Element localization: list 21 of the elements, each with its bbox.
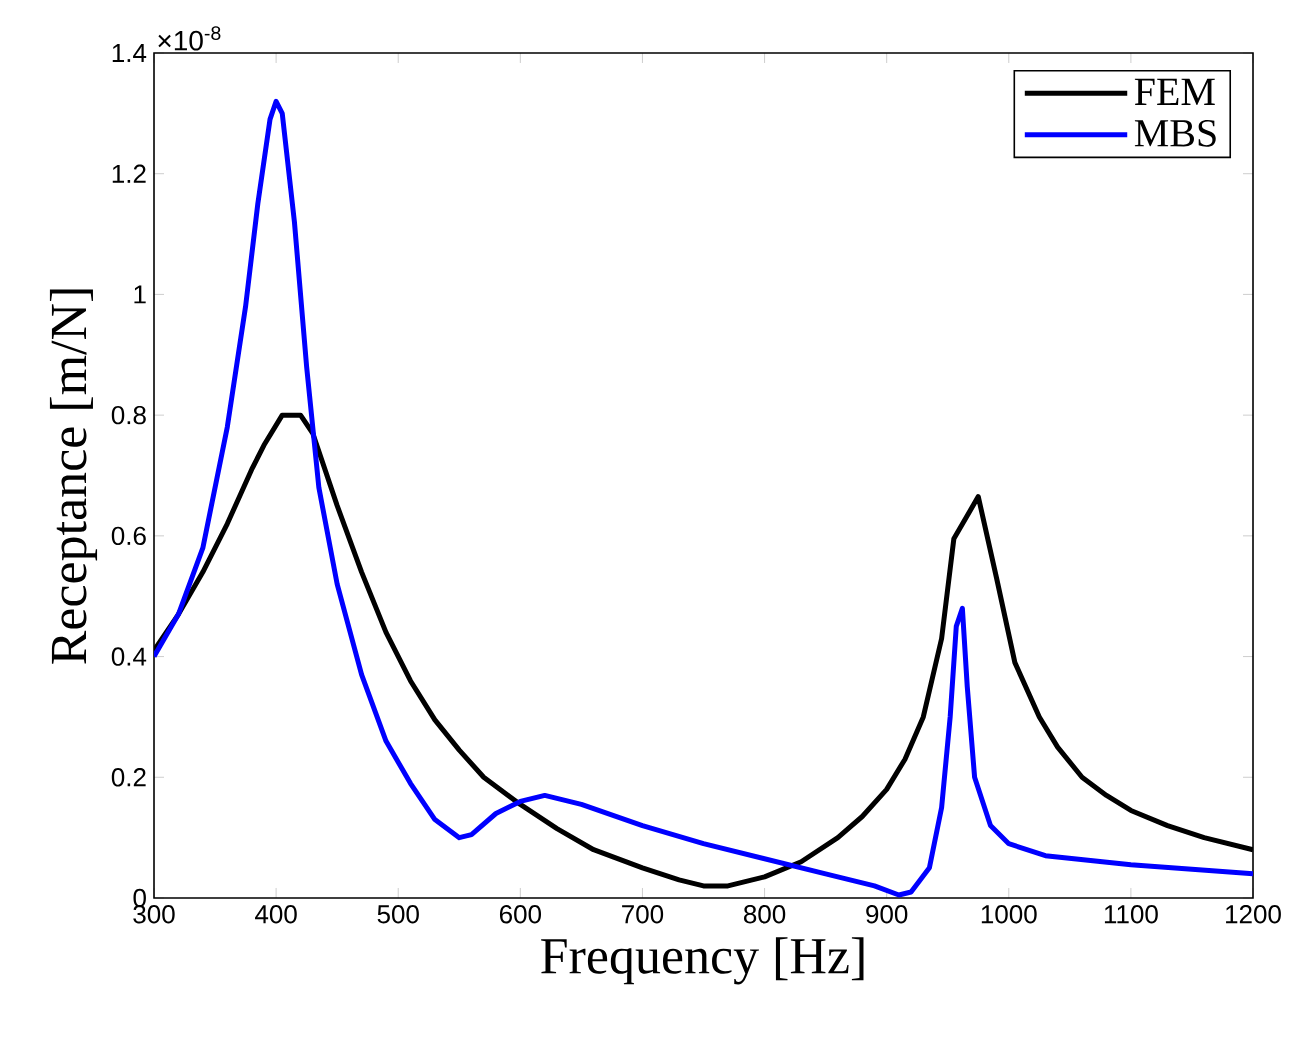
y-tick-label: 1.2 (112, 164, 146, 183)
x-tick-label: 500 (377, 905, 419, 924)
legend-label: MBS (1134, 119, 1216, 147)
y-tick-label: 0.2 (111, 768, 146, 787)
x-tick-label: 1000 (981, 905, 1037, 924)
x-tick-label: 800 (744, 905, 786, 924)
text: ×10$^{-8}$ (158, 26, 221, 51)
y-axis-title: Receptance [m/N] (49, 289, 98, 664)
x-tick-label: 1200 (1226, 905, 1281, 924)
y-tick-label: 0.6 (111, 526, 146, 546)
x-tick-label: 1100 (1104, 905, 1158, 924)
x-tick-label: 400 (255, 905, 297, 924)
x-tick-label: 700 (622, 905, 664, 924)
x-axis-title: Frequency [Hz] (541, 937, 864, 985)
x-tick-label: 600 (499, 905, 542, 924)
y-tick-label: 0.8 (111, 405, 146, 425)
legend-label: FEM (1134, 78, 1215, 105)
y-tick-label: 1 (134, 285, 146, 304)
x-tick-label: 900 (866, 905, 908, 924)
y-tick-label: 0.4 (111, 647, 147, 666)
y-tick-label: 1.4 (112, 44, 147, 62)
